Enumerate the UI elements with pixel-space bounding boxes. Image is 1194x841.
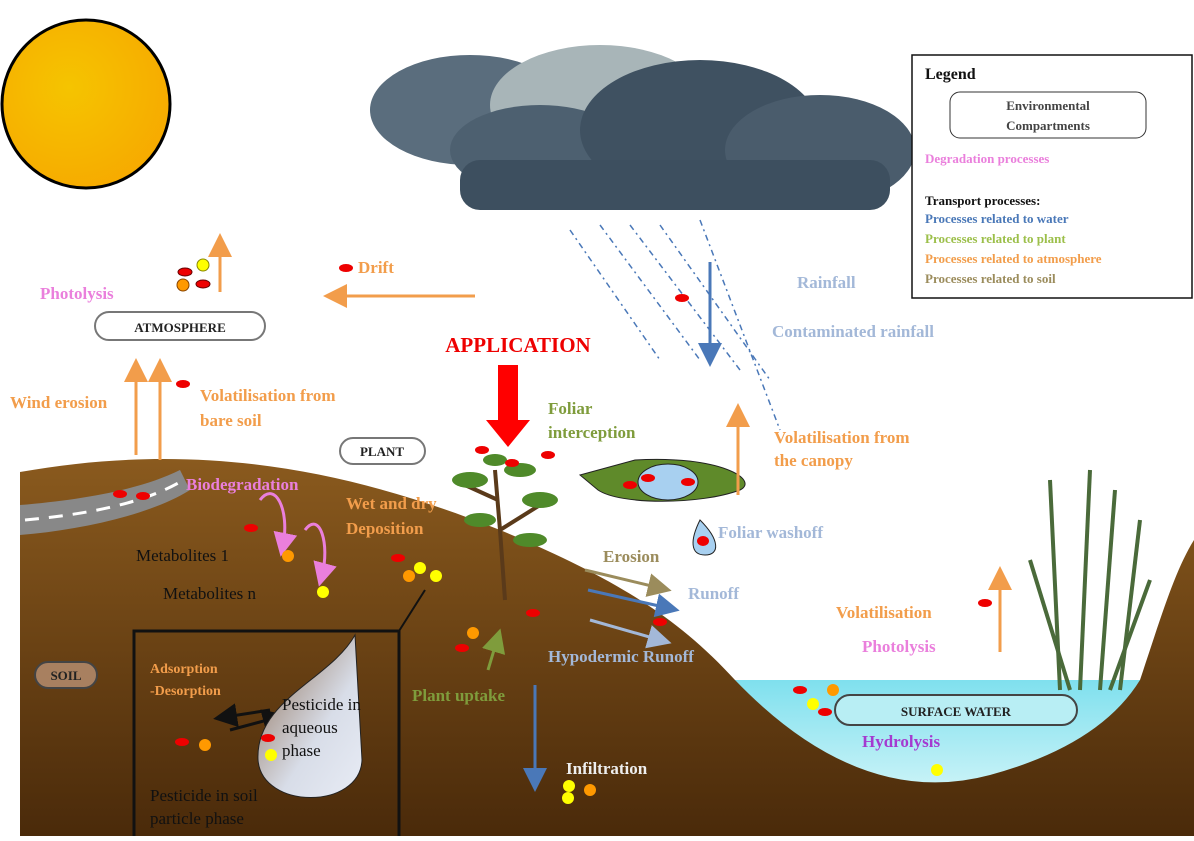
legend-item: Processes related to water bbox=[925, 211, 1069, 226]
compartment: SURFACE WATER bbox=[901, 704, 1012, 719]
label: Contaminated rainfall bbox=[772, 322, 934, 341]
label: aqueous bbox=[282, 718, 338, 737]
label: Metabolites 1 bbox=[136, 546, 229, 565]
label: -Desorption bbox=[150, 684, 221, 699]
label: Metabolites n bbox=[163, 584, 257, 603]
label: Drift bbox=[358, 258, 394, 277]
label: particle phase bbox=[150, 809, 244, 828]
label: Volatilisation from bbox=[200, 386, 336, 405]
plant bbox=[452, 454, 558, 601]
label: Adsorption bbox=[150, 662, 218, 677]
legend-item: Degradation processes bbox=[925, 151, 1049, 166]
label: Hydrolysis bbox=[862, 732, 940, 751]
label: interception bbox=[548, 423, 636, 442]
label: phase bbox=[282, 741, 321, 760]
label: Hypodermic Runoff bbox=[548, 647, 694, 666]
label: Biodegradation bbox=[186, 475, 299, 494]
label: the canopy bbox=[774, 451, 853, 470]
legend-item: Compartments bbox=[1006, 118, 1090, 133]
label: APPLICATION bbox=[445, 333, 590, 357]
label: Volatilisation from bbox=[774, 428, 910, 447]
label: Erosion bbox=[603, 547, 660, 566]
label: Photolysis bbox=[40, 284, 114, 303]
label: Rainfall bbox=[797, 273, 856, 292]
label: Foliar bbox=[548, 399, 593, 418]
legend-item: Processes related to atmosphere bbox=[925, 251, 1102, 266]
label: Deposition bbox=[346, 519, 424, 538]
label: Pesticide in bbox=[282, 695, 361, 714]
legend-item: Processes related to soil bbox=[925, 271, 1056, 286]
legend-item: Environmental bbox=[1006, 98, 1090, 113]
label: Wet and dry bbox=[346, 494, 437, 513]
legend-title: Legend bbox=[925, 66, 976, 83]
legend: Legend Environmental Compartments Degrad… bbox=[911, 54, 1193, 299]
soil-inset bbox=[132, 629, 401, 841]
compartment: SOIL bbox=[50, 668, 81, 683]
legend-item: Transport processes: bbox=[925, 193, 1040, 208]
particles bbox=[113, 258, 992, 804]
label: Infiltration bbox=[566, 759, 648, 778]
compartment: ATMOSPHERE bbox=[134, 320, 226, 335]
application-arrow bbox=[486, 365, 530, 447]
label: Photolysis bbox=[862, 637, 936, 656]
road bbox=[20, 470, 190, 535]
clouds bbox=[370, 45, 915, 210]
reeds bbox=[1028, 469, 1152, 691]
label: bare soil bbox=[200, 411, 262, 430]
label: Pesticide in soil bbox=[150, 786, 258, 805]
label: Plant uptake bbox=[412, 686, 505, 705]
legend-item: Processes related to plant bbox=[925, 231, 1066, 246]
aqueous-drop bbox=[257, 633, 363, 798]
rain bbox=[569, 219, 781, 431]
label: Volatilisation bbox=[836, 603, 932, 622]
label: Wind erosion bbox=[10, 393, 108, 412]
label: Foliar washoff bbox=[718, 523, 823, 542]
compartment: PLANT bbox=[360, 444, 404, 459]
label: Runoff bbox=[688, 584, 739, 603]
sun bbox=[0, 18, 172, 190]
